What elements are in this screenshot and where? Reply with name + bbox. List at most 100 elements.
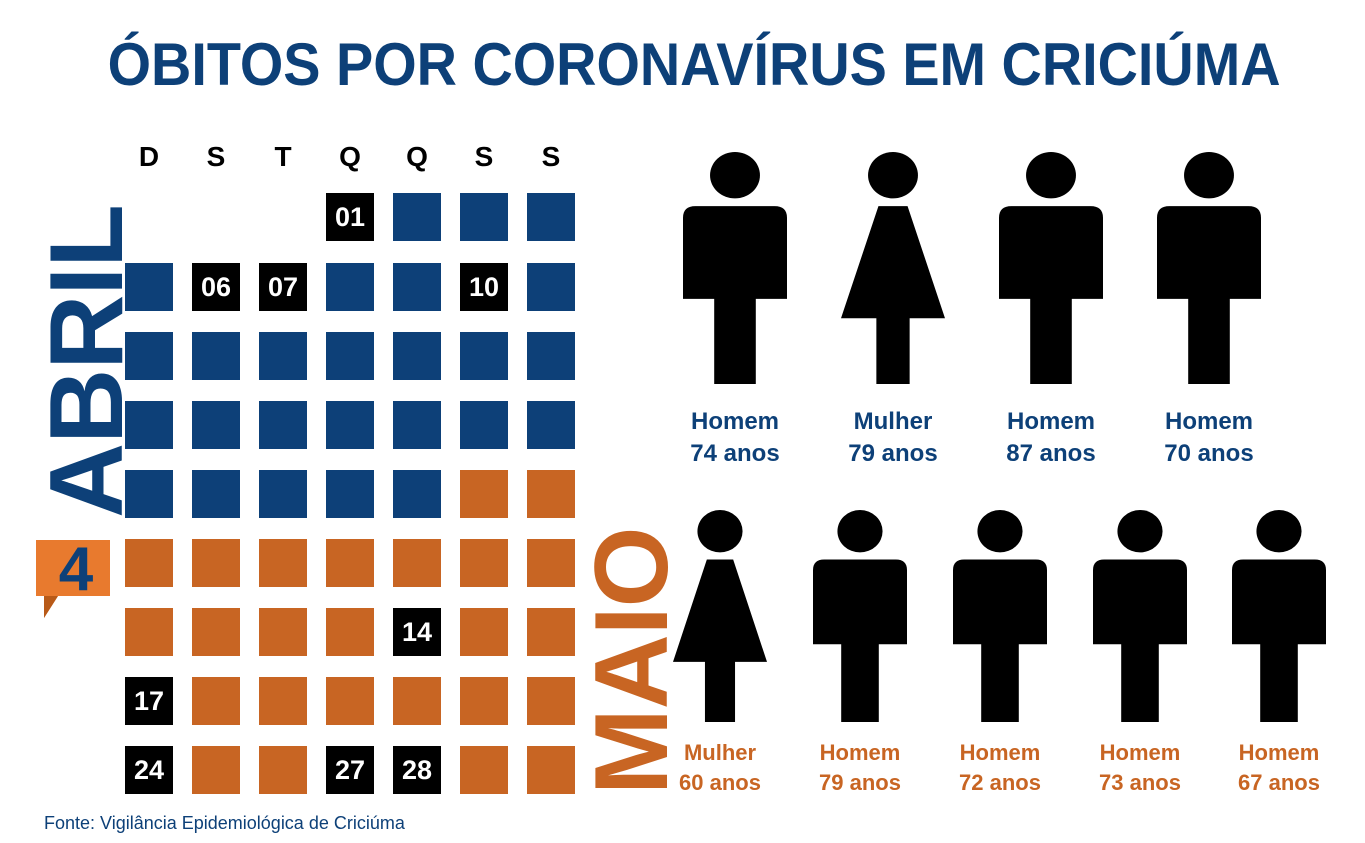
victim-age: 79 anos — [819, 770, 901, 795]
month-label-april: ABRIL — [29, 205, 145, 518]
calendar-day — [326, 539, 374, 587]
man-icon — [683, 152, 787, 389]
calendar-day — [259, 677, 307, 725]
source-note: Fonte: Vigilância Epidemiológica de Cric… — [44, 813, 405, 833]
calendar-death-day: 28 — [393, 746, 441, 794]
calendar-day — [527, 677, 575, 725]
victim-label: Mulher 60 anos — [640, 738, 800, 798]
victim-label: Homem 70 anos — [1129, 406, 1289, 470]
calendar-day — [527, 608, 575, 656]
calendar-day — [125, 332, 173, 380]
man-icon — [1232, 510, 1326, 727]
man-icon — [1093, 510, 1187, 727]
calendar-day — [259, 401, 307, 449]
calendar-day — [527, 332, 575, 380]
weekday-header: S — [541, 141, 561, 172]
man-icon — [813, 510, 907, 727]
calendar-day — [259, 332, 307, 380]
victim-label: Homem 67 anos — [1199, 738, 1359, 798]
calendar-death-day: 17 — [125, 677, 173, 725]
victim-age: 70 anos — [1164, 440, 1254, 467]
calendar-day — [326, 470, 374, 518]
page-title: ÓBITOS POR CORONAVÍRUS EM CRICIÚMA — [107, 31, 1281, 98]
calendar-day — [393, 263, 441, 311]
calendar-day — [527, 401, 575, 449]
woman-icon — [673, 510, 767, 727]
calendar-day — [460, 608, 508, 656]
calendar-death-day: 27 — [326, 746, 374, 794]
calendar-death-day: 06 — [192, 263, 240, 311]
calendar-day — [259, 470, 307, 518]
calendar-day — [393, 470, 441, 518]
victim-age: 60 anos — [679, 770, 761, 795]
victim-age: 74 anos — [690, 440, 780, 467]
calendar-death-day: 07 — [259, 263, 307, 311]
victim-label: Mulher 79 anos — [813, 406, 973, 470]
calendar-day — [259, 608, 307, 656]
calendar-death-day: 14 — [393, 608, 441, 656]
calendar-day — [527, 263, 575, 311]
victim-gender: Homem — [819, 740, 901, 765]
calendar-day — [460, 746, 508, 794]
victim-gender: Homem — [1006, 408, 1096, 435]
calendar-day — [326, 332, 374, 380]
weekday-header: Q — [339, 141, 361, 172]
calendar-day — [125, 608, 173, 656]
calendar-day — [192, 746, 240, 794]
calendar-day — [259, 746, 307, 794]
victim-age: 79 anos — [848, 440, 938, 467]
calendar-death-day: 10 — [460, 263, 508, 311]
calendar-day — [460, 193, 508, 241]
calendar-day — [527, 746, 575, 794]
calendar-day — [527, 193, 575, 241]
calendar-day — [192, 677, 240, 725]
victim-label: Homem 79 anos — [780, 738, 940, 798]
weekday-header: Q — [406, 141, 428, 172]
calendar-day — [527, 470, 575, 518]
man-icon — [953, 510, 1047, 727]
calendar-death-day: 01 — [326, 193, 374, 241]
calendar-day — [460, 401, 508, 449]
calendar-day — [326, 401, 374, 449]
man-icon — [1157, 152, 1261, 389]
weekday-header: S — [206, 141, 226, 172]
calendar-day — [192, 401, 240, 449]
calendar-day — [393, 539, 441, 587]
weekday-header: T — [274, 141, 292, 172]
calendar-day — [192, 470, 240, 518]
victim-gender: Homem — [1164, 408, 1254, 435]
calendar-day — [326, 608, 374, 656]
victim-age: 73 anos — [1099, 770, 1181, 795]
calendar-death-day: 24 — [125, 746, 173, 794]
victim-gender: Mulher — [683, 740, 757, 765]
calendar-day — [393, 401, 441, 449]
weekday-header: D — [138, 141, 160, 172]
calendar-day — [393, 193, 441, 241]
calendar-day — [125, 263, 173, 311]
victim-age: 72 anos — [959, 770, 1041, 795]
calendar-day — [192, 539, 240, 587]
calendar-day — [527, 539, 575, 587]
calendar-day — [460, 332, 508, 380]
calendar-day — [393, 332, 441, 380]
victim-label: Homem 73 anos — [1060, 738, 1220, 798]
man-icon — [999, 152, 1103, 389]
logo-text: 4 — [59, 540, 94, 604]
calendar-day — [192, 332, 240, 380]
calendar-day — [125, 539, 173, 587]
calendar-day — [326, 677, 374, 725]
calendar-day — [125, 470, 173, 518]
calendar-day — [192, 608, 240, 656]
calendar-day — [125, 401, 173, 449]
calendar-day — [460, 539, 508, 587]
woman-icon — [841, 152, 945, 389]
victim-age: 87 anos — [1006, 440, 1096, 467]
victim-label: Homem 87 anos — [971, 406, 1131, 470]
calendar-day — [326, 263, 374, 311]
calendar-day — [259, 539, 307, 587]
weekday-header: S — [474, 141, 494, 172]
calendar-day — [460, 677, 508, 725]
victim-gender: Homem — [959, 740, 1041, 765]
victim-gender: Mulher — [853, 408, 933, 435]
calendar-day — [393, 677, 441, 725]
